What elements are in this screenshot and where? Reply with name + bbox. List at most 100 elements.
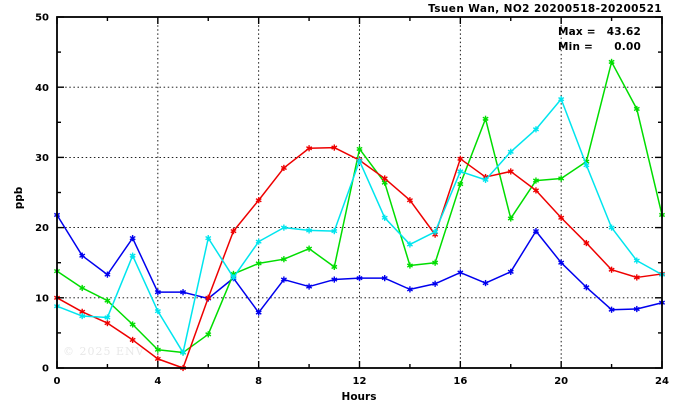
x-axis-label: Hours: [342, 391, 377, 403]
data-point-marker: [583, 239, 590, 247]
data-point-marker: [608, 58, 615, 66]
data-point-marker: [482, 115, 489, 122]
data-point-marker: [507, 268, 514, 275]
data-point-marker: [532, 228, 539, 235]
svg-text:© 2025 ENV: © 2025 ENV: [63, 345, 145, 358]
data-point-marker: [280, 276, 287, 283]
data-point-marker: [280, 256, 287, 263]
data-point-marker: [583, 162, 590, 169]
data-point-marker: [406, 262, 413, 269]
data-point-marker: [154, 355, 161, 362]
data-point-marker: [331, 276, 338, 283]
data-point-marker: [154, 308, 161, 315]
data-point-marker: [381, 275, 388, 282]
data-point-marker: [79, 312, 86, 320]
data-point-marker: [331, 228, 338, 235]
data-point-marker: [255, 309, 262, 316]
data-point-marker: [558, 175, 565, 182]
data-point-marker: [230, 228, 237, 235]
x-tick-label: 4: [154, 376, 161, 387]
data-point-marker: [79, 284, 86, 292]
data-point-marker: [558, 259, 565, 266]
data-point-marker: [306, 145, 313, 152]
x-tick-label: 16: [453, 376, 467, 387]
data-point-marker: [507, 148, 514, 155]
chart-title: Tsuen Wan, NO2 20200518-20200521: [428, 3, 662, 15]
data-point-marker: [507, 168, 514, 175]
data-point-marker: [482, 279, 489, 287]
x-tick-label: 24: [655, 376, 669, 387]
data-point-marker: [608, 266, 615, 273]
annotation-min-label: Min =: [558, 41, 593, 53]
data-point-marker: [306, 283, 313, 290]
data-point-marker: [104, 297, 111, 304]
data-point-marker: [432, 259, 439, 266]
y-tick-label: 20: [35, 223, 49, 234]
data-point-marker: [532, 126, 539, 133]
data-point-marker: [356, 145, 363, 153]
data-point-marker: [507, 215, 514, 222]
y-axis-label: ppb: [13, 186, 25, 209]
annotation-max-label: Max =: [558, 26, 596, 38]
x-tick-label: 8: [255, 376, 262, 387]
data-point-marker: [406, 241, 413, 248]
data-point-marker: [205, 235, 212, 242]
data-point-marker: [457, 168, 464, 175]
data-point-marker: [129, 252, 136, 259]
data-point-marker: [633, 274, 640, 281]
axis-tick-labels: 0 4 8 12 16 20 24 0 10 20 30 40 50: [35, 13, 669, 387]
data-point-marker: [104, 314, 111, 321]
data-point-marker: [255, 260, 262, 267]
y-tick-label: 30: [35, 153, 49, 164]
data-point-marker: [331, 263, 338, 271]
data-point-marker: [432, 228, 439, 235]
data-point-marker: [205, 294, 212, 301]
data-point-marker: [306, 227, 313, 234]
annotation-min-value: 0.00: [614, 41, 641, 53]
data-point-marker: [558, 96, 565, 103]
data-point-marker: [482, 176, 489, 183]
statistics-annotation: Max = 43.62 Min = 0.00: [558, 26, 641, 53]
data-point-marker: [457, 180, 464, 188]
data-point-marker: [532, 177, 539, 184]
data-point-marker: [154, 346, 161, 353]
data-point-marker: [633, 305, 640, 313]
x-tick-label: 0: [54, 376, 61, 387]
data-point-marker: [104, 319, 111, 327]
data-point-marker: [633, 257, 640, 264]
data-point-marker: [381, 214, 388, 221]
y-tick-label: 0: [42, 364, 49, 375]
data-point-marker: [457, 269, 464, 276]
axis-ticks: [56, 16, 663, 369]
data-point-marker: [457, 155, 464, 162]
x-tick-label: 20: [554, 376, 568, 387]
data-point-marker: [104, 271, 111, 278]
y-tick-label: 40: [35, 83, 49, 94]
data-point-marker: [406, 197, 413, 204]
data-point-marker: [356, 275, 363, 282]
data-point-marker: [280, 164, 287, 172]
y-tick-label: 10: [35, 293, 49, 304]
data-point-marker: [280, 224, 287, 231]
data-point-marker: [79, 252, 86, 259]
watermark: © 2025 ENV: [63, 345, 145, 358]
y-tick-label: 50: [35, 13, 49, 24]
data-point-marker: [608, 306, 615, 313]
data-point-marker: [608, 224, 615, 231]
data-point-marker: [432, 280, 439, 287]
annotation-max-value: 43.62: [607, 26, 641, 38]
series-day-2: [53, 58, 666, 356]
data-point-marker: [180, 289, 187, 296]
data-point-marker: [154, 289, 161, 296]
data-series-layer: [53, 58, 666, 372]
data-point-marker: [255, 197, 262, 204]
series-day-1: [53, 211, 666, 316]
data-point-marker: [129, 235, 136, 242]
data-point-marker: [633, 105, 640, 113]
data-point-marker: [406, 286, 413, 293]
data-point-marker: [583, 284, 590, 291]
data-point-marker: [255, 238, 262, 245]
series-day-4: [53, 96, 666, 356]
data-point-marker: [180, 349, 187, 356]
